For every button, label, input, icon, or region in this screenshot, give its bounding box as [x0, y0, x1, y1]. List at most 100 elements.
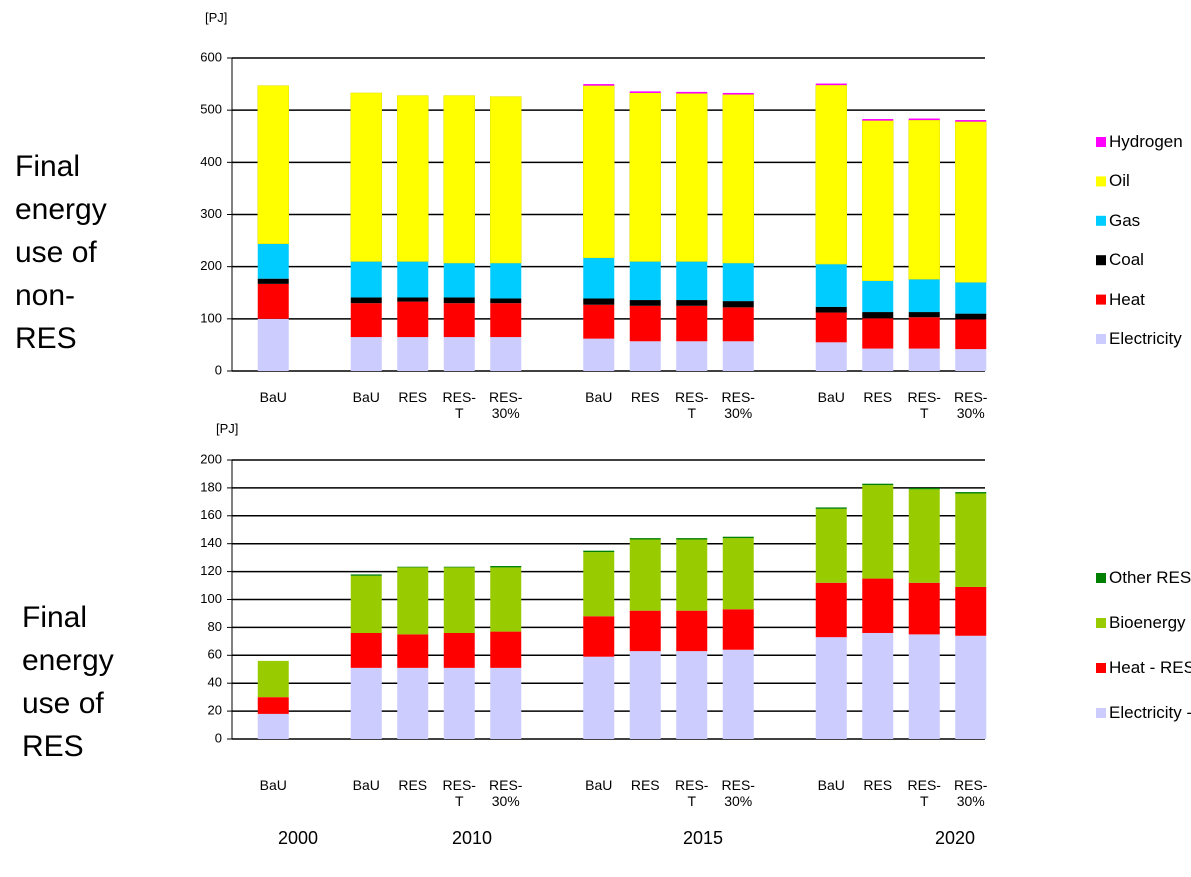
bar-segment [397, 567, 429, 635]
side-label: Final energy use of RES [22, 601, 114, 763]
bar-segment [629, 538, 661, 540]
y-axis-label: [PJ] [205, 10, 228, 25]
bar-segment [443, 567, 475, 633]
bar-segment [815, 508, 847, 583]
x-tick-label: RES-T [675, 389, 709, 421]
bar-segment [955, 586, 987, 636]
bar-segment [955, 349, 987, 371]
bar-segment [629, 341, 661, 371]
bar-segment [350, 632, 382, 668]
legend-swatch [1096, 294, 1106, 305]
bar-segment [397, 301, 429, 338]
legend-swatch [1096, 176, 1106, 187]
bar-segment [862, 348, 894, 371]
bar-segment [350, 303, 382, 338]
group-label: 2015 [682, 828, 724, 848]
bar-segment [908, 119, 940, 280]
bar-segment [676, 93, 708, 262]
x-tick-label: RES [863, 389, 893, 405]
y-tick-label: 300 [200, 206, 222, 221]
bar-segment [862, 318, 894, 349]
legend-swatch [1096, 255, 1106, 266]
bar-segment [490, 96, 522, 264]
y-tick-label: 100 [200, 591, 222, 606]
bar-segment [815, 312, 847, 343]
y-tick-label: 140 [200, 535, 222, 550]
x-tick-label: RES-30% [721, 389, 755, 421]
bar-segment [676, 261, 708, 301]
bar-segment [397, 261, 429, 298]
x-tick-label: RES-T [907, 777, 941, 809]
y-tick-label: 60 [208, 647, 222, 662]
bar-segment [490, 566, 522, 568]
y-tick-label: 400 [200, 154, 222, 169]
legend-label: Heat - RES [1109, 658, 1191, 677]
bar-segment [490, 303, 522, 338]
bar-segment [908, 582, 940, 635]
bar-segment [908, 317, 940, 349]
bar-segment [583, 552, 615, 617]
y-tick-label: 200 [200, 451, 222, 466]
x-tick-label: RES-T [675, 777, 709, 809]
bar-segment [676, 538, 708, 540]
legend-swatch [1096, 708, 1106, 718]
bar-segment [257, 697, 289, 714]
bar-segment [722, 307, 754, 342]
bar-segment [490, 631, 522, 668]
bar-segment [350, 575, 382, 633]
legend-label: Hydrogen [1109, 132, 1183, 151]
y-tick-label: 200 [200, 258, 222, 273]
bar-segment [350, 667, 382, 739]
bar-segment [629, 92, 661, 262]
x-tick-label: BaU [585, 777, 613, 793]
legend-label: Electricity [1109, 329, 1182, 348]
bar-segment [676, 300, 708, 306]
bar-segment [443, 566, 475, 568]
bar-segment [722, 341, 754, 371]
bar-segment [490, 337, 522, 371]
bar-segment [722, 538, 754, 610]
bar-segment [397, 95, 429, 262]
x-tick-label: RES-30% [721, 777, 755, 809]
x-tick-label: RES [630, 389, 660, 405]
y-tick-label: 0 [215, 362, 222, 377]
bar-segment [583, 257, 615, 299]
bar-segment [862, 119, 894, 121]
x-tick-label: BaU [259, 777, 287, 793]
y-tick-label: 180 [200, 479, 222, 494]
bar-segment [629, 91, 661, 93]
bar-segment [862, 578, 894, 633]
legend-label: Coal [1109, 250, 1144, 270]
y-tick-label: 20 [208, 703, 222, 718]
bar-segment [397, 634, 429, 668]
bar-segment [862, 120, 894, 282]
bar-segment [629, 300, 661, 306]
bar-segment [583, 304, 615, 339]
bar-segment [257, 243, 289, 279]
x-tick-label: RES [863, 777, 893, 793]
bar-segment [676, 91, 708, 94]
y-tick-label: 80 [208, 619, 222, 634]
bar-segment [350, 337, 382, 371]
legend-label: Electricity -RES [1109, 703, 1191, 722]
x-tick-label: RES [398, 777, 428, 793]
bar-segment [862, 312, 894, 319]
bar-segment [815, 306, 847, 313]
x-tick-label: BaU [585, 389, 613, 405]
x-tick-label: RES-T [442, 389, 476, 421]
bar-segment [955, 121, 987, 283]
bar-segment [676, 610, 708, 652]
x-tick-label: RES-T [442, 777, 476, 809]
bar-segment [955, 313, 987, 320]
bar-segment [397, 297, 429, 302]
bar-segment [350, 574, 382, 576]
bar-segment [676, 341, 708, 371]
bar-segment [676, 651, 708, 739]
bar-segment [722, 263, 754, 302]
bar-segment [490, 263, 522, 299]
bar-segment [583, 84, 615, 86]
bar-segment [257, 660, 289, 698]
y-tick-label: 600 [200, 49, 222, 64]
bar-segment [722, 301, 754, 308]
